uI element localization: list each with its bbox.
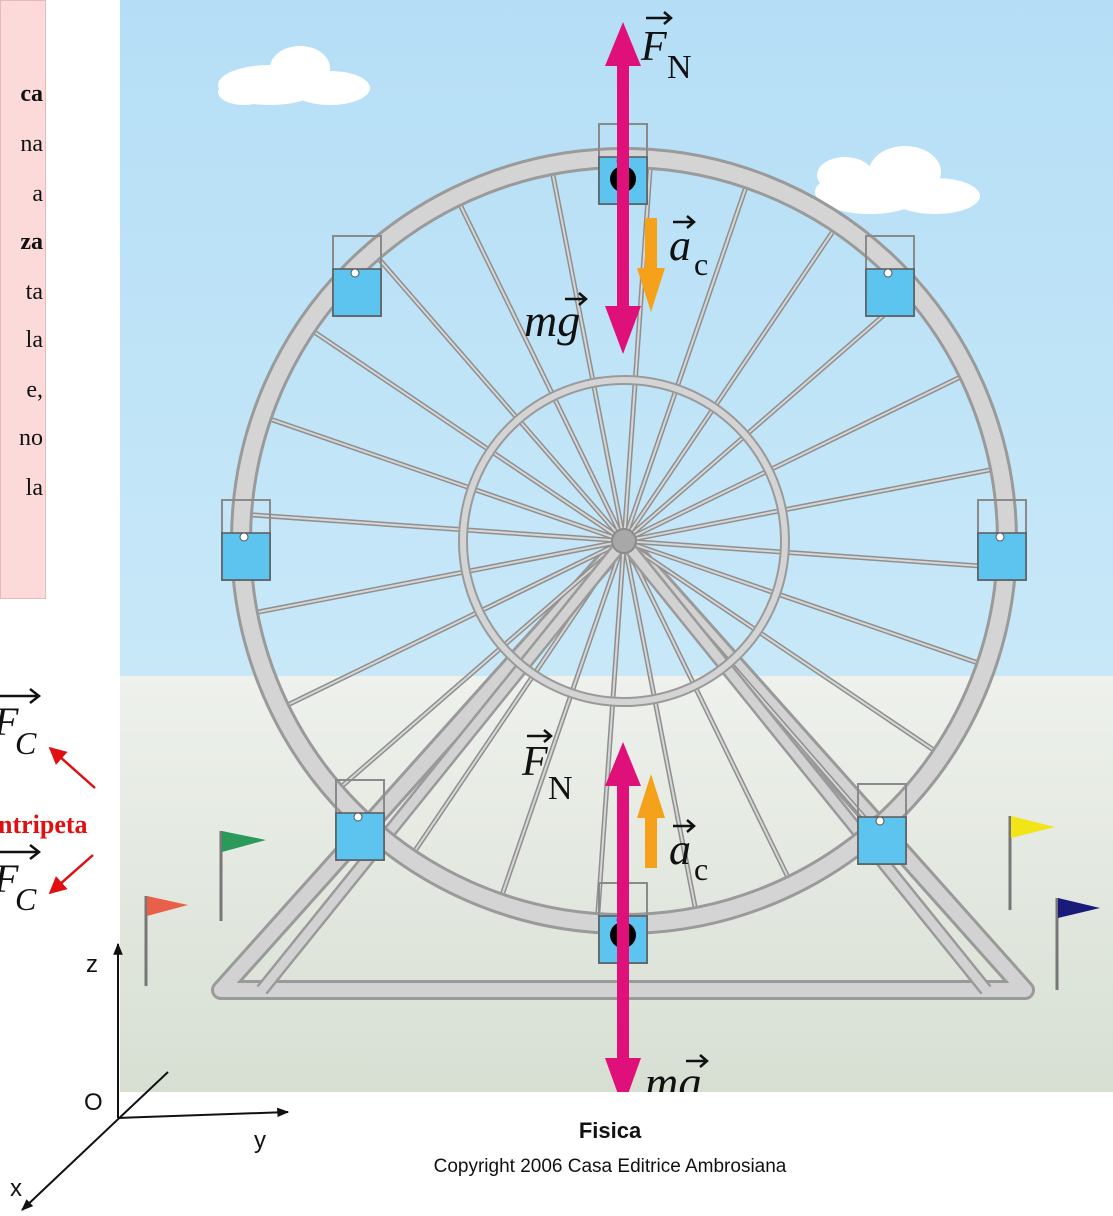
arrow-fn-top — [605, 22, 641, 180]
wheel-hub — [611, 528, 637, 554]
cabin — [335, 779, 385, 861]
pointer-arrow-top — [48, 746, 96, 789]
svg-text:C: C — [15, 881, 37, 917]
cabin — [857, 783, 907, 865]
svg-text:C: C — [15, 725, 37, 761]
wheel-spoke — [281, 540, 625, 709]
label-ac-top: a c — [669, 215, 708, 282]
svg-text:a: a — [669, 221, 691, 270]
note-line: ta — [25, 279, 43, 305]
coordinate-axes: z O y x — [10, 942, 290, 1211]
arrow-fn-bottom — [605, 742, 641, 935]
note-line: a — [32, 181, 43, 207]
wheel-spoke — [623, 540, 1004, 569]
axis-label-z: z — [86, 951, 98, 978]
arrow-mg-bottom — [605, 935, 641, 1108]
wheel-cabins — [221, 123, 1027, 964]
wheel-spoke — [623, 467, 998, 542]
wheel-spoke — [499, 540, 625, 901]
wheel-spoke — [623, 540, 792, 884]
svg-text:a: a — [669, 825, 691, 874]
note-line: la — [25, 327, 43, 353]
flag-red — [144, 896, 188, 986]
formula-fc-top: F C — [0, 688, 42, 761]
wheel-spoke — [623, 225, 838, 542]
wheel-spoke — [373, 253, 625, 542]
arrow-ac-bottom — [637, 774, 665, 868]
arrow-mg-top — [605, 180, 641, 354]
note-line: na — [20, 131, 43, 157]
wheel-spoke — [623, 540, 940, 755]
cabin — [221, 499, 271, 581]
pointer-arrow-bottom — [48, 854, 94, 895]
svg-text:N: N — [548, 770, 573, 807]
formula-fc-bottom: F C — [0, 844, 42, 917]
cabin — [977, 499, 1027, 581]
wheel-spoke — [336, 540, 625, 792]
support-leg — [258, 538, 628, 993]
svg-text:N: N — [667, 49, 692, 86]
wheel-spoke — [456, 198, 625, 542]
flag-blue — [1055, 898, 1100, 990]
centripeta-label: ntripeta — [0, 810, 88, 839]
svg-text:F: F — [640, 24, 667, 70]
svg-text:mg: mg — [524, 295, 580, 346]
svg-text:c: c — [694, 246, 708, 282]
wheel-spoke — [596, 540, 625, 921]
svg-text:c: c — [694, 851, 708, 887]
wheel-spoke — [623, 290, 912, 542]
wheel-spoke — [623, 540, 984, 666]
axis-label-y: y — [254, 1127, 266, 1154]
wheel-spokes — [244, 161, 1004, 995]
note-line: no — [19, 425, 43, 451]
svg-text:F: F — [0, 699, 19, 744]
support-leg — [620, 538, 990, 993]
caption-area — [120, 1092, 1113, 1216]
wheel-spoke — [623, 373, 967, 542]
wheel-spoke — [250, 540, 625, 615]
arrow-ac-top — [637, 218, 665, 312]
label-fn-bottom: F N — [521, 729, 573, 807]
cabin — [865, 235, 915, 317]
label-mg-top: mg — [524, 292, 588, 346]
caption-title: Fisica — [579, 1118, 642, 1143]
flag-green — [219, 831, 266, 921]
note-line: la — [25, 475, 43, 501]
label-fn-top: F N — [640, 11, 692, 86]
note-line: e, — [26, 377, 43, 403]
wheel-spoke — [264, 416, 625, 542]
cloud-right — [815, 146, 980, 214]
wheel-spoke — [244, 513, 625, 542]
axis-label-o: O — [84, 1089, 103, 1116]
wheel-spoke — [623, 540, 698, 915]
wheel-spoke — [550, 167, 625, 542]
caption-copyright: Copyright 2006 Casa Editrice Ambrosiana — [434, 1156, 787, 1177]
cloud-left — [218, 46, 370, 105]
label-ac-bottom: a c — [669, 819, 708, 887]
note-line: za — [20, 229, 43, 255]
flag-yellow — [1008, 816, 1055, 910]
wheel-spoke — [623, 181, 749, 542]
note-box: ca na a za ta la e, no la — [0, 0, 46, 599]
note-line: ca — [20, 81, 43, 107]
svg-text:F: F — [521, 739, 548, 785]
wheel-spoke — [308, 327, 625, 542]
cabin — [332, 235, 382, 317]
svg-text:F: F — [0, 856, 19, 901]
axis-label-x: x — [10, 1175, 22, 1202]
